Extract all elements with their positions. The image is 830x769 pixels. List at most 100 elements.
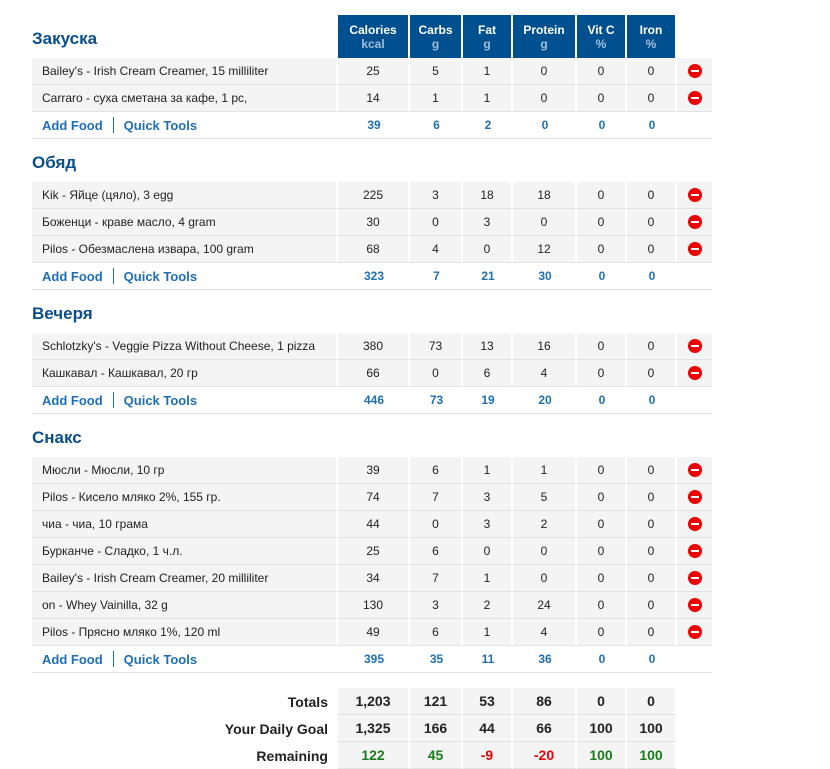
food-carbs: 5 xyxy=(410,58,463,85)
summary-protein: 86 xyxy=(513,688,577,715)
food-name[interactable]: Бурканче - Сладко, 1 ч.л. xyxy=(32,538,338,565)
food-name[interactable]: Kik - Яйце (цяло), 3 egg xyxy=(32,182,338,209)
remove-circle-icon[interactable] xyxy=(687,517,702,531)
food-carbs: 6 xyxy=(410,457,463,484)
add-food-link[interactable]: Add Food xyxy=(42,392,103,408)
remove-circle-icon[interactable] xyxy=(687,366,702,380)
food-name[interactable]: Bailey's - Irish Cream Creamer, 20 milli… xyxy=(32,565,338,592)
meal-total-protein: 0 xyxy=(513,112,577,139)
delete-cell xyxy=(677,182,712,209)
food-protein: 0 xyxy=(513,538,577,565)
food-row: on - Whey Vainilla, 32 g 130 3 2 24 0 0 xyxy=(32,592,712,619)
footer-spacer xyxy=(677,646,712,673)
food-name[interactable]: Schlotzky's - Veggie Pizza Without Chees… xyxy=(32,333,338,360)
column-header-iron: Iron% xyxy=(627,15,677,58)
food-fat: 18 xyxy=(463,182,513,209)
meal-total-fat: 19 xyxy=(463,387,513,414)
column-unit: % xyxy=(595,36,607,51)
food-name[interactable]: Боженци - краве масло, 4 gram xyxy=(32,209,338,236)
meal-total-iron: 0 xyxy=(627,646,677,673)
remove-circle-icon[interactable] xyxy=(687,625,702,639)
remove-circle-icon[interactable] xyxy=(687,339,702,353)
remove-circle-icon[interactable] xyxy=(687,242,702,256)
quick-tools-link[interactable]: Quick Tools xyxy=(123,651,198,667)
meal-total-carbs: 6 xyxy=(410,112,463,139)
food-fat: 13 xyxy=(463,333,513,360)
food-name[interactable]: Pilos - Прясно мляко 1%, 120 ml xyxy=(32,619,338,646)
food-fat: 0 xyxy=(463,538,513,565)
quick-tools-link[interactable]: Quick Tools xyxy=(123,117,198,133)
summary-calories: 1,203 xyxy=(338,688,410,715)
meal-footer: Add Food Quick Tools 39 6 2 0 0 0 xyxy=(32,112,712,139)
meal-section-3: Снакс Мюсли - Мюсли, 10 гр 39 6 1 1 0 0 Pilos - … xyxy=(32,414,712,673)
food-protein: 0 xyxy=(513,85,577,112)
remove-circle-icon[interactable] xyxy=(687,544,702,558)
food-row: Bailey's - Irish Cream Creamer, 20 milli… xyxy=(32,565,712,592)
food-fat: 1 xyxy=(463,58,513,85)
food-name[interactable]: Pilos - Кисело мляко 2%, 155 гр. xyxy=(32,484,338,511)
add-food-link[interactable]: Add Food xyxy=(42,651,103,667)
food-row: Carraro - суха сметана за кафе, 1 pc, 14 1… xyxy=(32,85,712,112)
meal-header: Вечеря xyxy=(32,290,712,333)
food-row: Боженци - краве масло, 4 gram 30 0 3 0 0 0 xyxy=(32,209,712,236)
meal-total-vitc: 0 xyxy=(577,112,627,139)
food-calories: 74 xyxy=(338,484,410,511)
food-diary: Закуска Calories kcal Carbs g Fat g Protein g Vit… xyxy=(32,15,712,673)
remove-circle-icon[interactable] xyxy=(687,188,702,202)
add-food-link[interactable]: Add Food xyxy=(42,117,103,133)
meal-actions: Add Food Quick Tools xyxy=(32,387,338,414)
summary-calories: 1,325 xyxy=(338,715,410,742)
quick-tools-link[interactable]: Quick Tools xyxy=(123,268,198,284)
food-carbs: 6 xyxy=(410,538,463,565)
food-name[interactable]: Carraro - суха сметана за кафе, 1 pc, xyxy=(32,85,338,112)
link-divider xyxy=(112,117,114,133)
food-name[interactable]: Bailey's - Irish Cream Creamer, 15 milli… xyxy=(32,58,338,85)
remove-circle-icon[interactable] xyxy=(687,91,702,105)
food-protein: 12 xyxy=(513,236,577,263)
food-row: Мюсли - Мюсли, 10 гр 39 6 1 1 0 0 xyxy=(32,457,712,484)
meal-total-calories: 446 xyxy=(338,387,410,414)
summary-row-your-daily-goal: Your Daily Goal 1,325 166 44 66 100 100 xyxy=(32,715,677,742)
food-carbs: 6 xyxy=(410,619,463,646)
meal-total-iron: 0 xyxy=(627,112,677,139)
food-name[interactable]: Мюсли - Мюсли, 10 гр xyxy=(32,457,338,484)
summary-fat: -9 xyxy=(463,742,513,769)
column-unit: kcal xyxy=(361,36,385,51)
food-vitc: 0 xyxy=(577,58,627,85)
summary-carbs: 121 xyxy=(410,688,463,715)
meal-total-iron: 0 xyxy=(627,263,677,290)
food-carbs: 3 xyxy=(410,182,463,209)
remove-circle-icon[interactable] xyxy=(687,215,702,229)
food-calories: 49 xyxy=(338,619,410,646)
meal-actions: Add Food Quick Tools xyxy=(32,263,338,290)
add-food-link[interactable]: Add Food xyxy=(42,268,103,284)
food-vitc: 0 xyxy=(577,209,627,236)
summary-label: Your Daily Goal xyxy=(224,720,328,737)
food-name[interactable]: Pilos - Обезмаслена извара, 100 gram xyxy=(32,236,338,263)
food-name[interactable]: Кашкавал - Кашкавал, 20 гр xyxy=(32,360,338,387)
footer-spacer xyxy=(677,112,712,139)
food-protein: 1 xyxy=(513,457,577,484)
food-name[interactable]: on - Whey Vainilla, 32 g xyxy=(32,592,338,619)
column-label: Calories xyxy=(349,22,397,37)
remove-circle-icon[interactable] xyxy=(687,463,702,477)
food-iron: 0 xyxy=(627,484,677,511)
food-row: Pilos - Обезмаслена извара, 100 gram 68 4 0… xyxy=(32,236,712,263)
food-name[interactable]: чиа - чиа, 10 грама xyxy=(32,511,338,538)
remove-circle-icon[interactable] xyxy=(687,490,702,504)
meal-header: Закуска Calories kcal Carbs g Fat g Protein g Vit… xyxy=(32,15,712,58)
food-fat: 1 xyxy=(463,565,513,592)
delete-cell xyxy=(677,538,712,565)
food-iron: 0 xyxy=(627,333,677,360)
food-calories: 44 xyxy=(338,511,410,538)
summary-row-totals: Totals 1,203 121 53 86 0 0 xyxy=(32,688,677,715)
food-row: Pilos - Прясно мляко 1%, 120 ml 49 6 1 4 0 0 xyxy=(32,619,712,646)
food-fat: 3 xyxy=(463,209,513,236)
remove-circle-icon[interactable] xyxy=(687,571,702,585)
remove-circle-icon[interactable] xyxy=(687,598,702,612)
food-fat: 1 xyxy=(463,457,513,484)
meal-footer: Add Food Quick Tools 395 35 11 36 0 0 xyxy=(32,646,712,673)
quick-tools-link[interactable]: Quick Tools xyxy=(123,392,198,408)
meal-header: Обяд xyxy=(32,139,712,182)
remove-circle-icon[interactable] xyxy=(687,64,702,78)
